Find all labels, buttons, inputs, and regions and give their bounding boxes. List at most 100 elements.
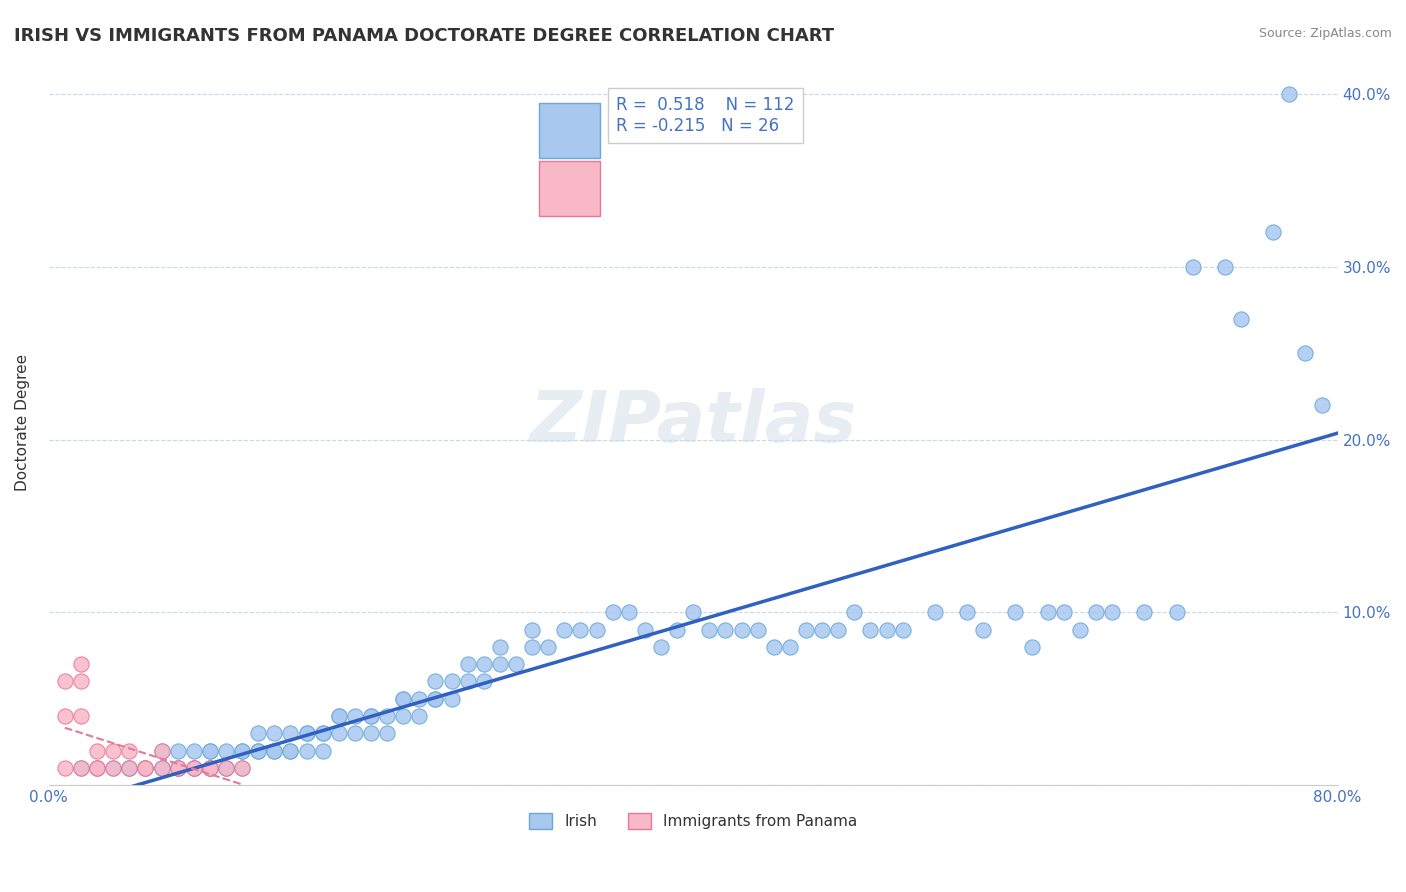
Irish xyxy=(650,640,672,654)
Irish xyxy=(697,623,720,637)
Irish xyxy=(375,709,398,723)
Immigrants from Panama xyxy=(166,761,188,775)
Immigrants from Panama xyxy=(53,761,76,775)
Irish xyxy=(198,761,221,775)
Irish xyxy=(714,623,737,637)
Irish xyxy=(215,761,238,775)
Irish xyxy=(891,623,914,637)
Irish xyxy=(505,657,527,672)
Irish xyxy=(198,743,221,757)
Irish xyxy=(730,623,752,637)
Irish xyxy=(1101,605,1123,619)
Immigrants from Panama xyxy=(150,761,173,775)
Irish xyxy=(86,761,108,775)
Immigrants from Panama xyxy=(70,674,93,689)
Irish xyxy=(1181,260,1204,274)
Irish xyxy=(602,605,624,619)
Irish xyxy=(408,709,430,723)
Immigrants from Panama xyxy=(118,761,141,775)
Irish xyxy=(1036,605,1059,619)
Irish xyxy=(311,726,333,740)
Irish xyxy=(425,691,447,706)
Irish xyxy=(1213,260,1236,274)
Immigrants from Panama xyxy=(103,761,125,775)
Irish xyxy=(794,623,817,637)
Text: R =  0.518    N = 112
R = -0.215   N = 26: R = 0.518 N = 112 R = -0.215 N = 26 xyxy=(616,95,794,135)
FancyBboxPatch shape xyxy=(538,161,600,216)
Text: ZIPatlas: ZIPatlas xyxy=(530,388,856,457)
Irish xyxy=(215,743,238,757)
Irish xyxy=(1084,605,1107,619)
Immigrants from Panama xyxy=(183,761,205,775)
Irish xyxy=(360,726,382,740)
Irish xyxy=(343,709,366,723)
Irish xyxy=(520,623,543,637)
Irish xyxy=(247,743,270,757)
Irish xyxy=(1278,87,1301,102)
Irish xyxy=(489,657,512,672)
FancyBboxPatch shape xyxy=(538,103,600,158)
Irish xyxy=(1021,640,1043,654)
Immigrants from Panama xyxy=(53,709,76,723)
Irish xyxy=(682,605,704,619)
Irish xyxy=(457,674,479,689)
Irish xyxy=(1230,311,1253,326)
Irish xyxy=(166,761,188,775)
Irish xyxy=(425,691,447,706)
Immigrants from Panama xyxy=(118,743,141,757)
Irish xyxy=(1166,605,1188,619)
Immigrants from Panama xyxy=(86,761,108,775)
Irish xyxy=(118,761,141,775)
Irish xyxy=(1053,605,1076,619)
Irish xyxy=(859,623,882,637)
Irish xyxy=(666,623,689,637)
Legend: Irish, Immigrants from Panama: Irish, Immigrants from Panama xyxy=(523,807,863,836)
Irish xyxy=(520,640,543,654)
Irish xyxy=(231,743,253,757)
Irish xyxy=(1004,605,1026,619)
Irish xyxy=(1263,225,1285,239)
Immigrants from Panama xyxy=(86,761,108,775)
Irish xyxy=(425,674,447,689)
Irish xyxy=(280,726,302,740)
Irish xyxy=(280,743,302,757)
Text: IRISH VS IMMIGRANTS FROM PANAMA DOCTORATE DEGREE CORRELATION CHART: IRISH VS IMMIGRANTS FROM PANAMA DOCTORAT… xyxy=(14,27,834,45)
Immigrants from Panama xyxy=(166,761,188,775)
Irish xyxy=(762,640,785,654)
Irish xyxy=(472,657,495,672)
Irish xyxy=(585,623,607,637)
Irish xyxy=(440,691,463,706)
Irish xyxy=(392,691,415,706)
Irish xyxy=(811,623,834,637)
Immigrants from Panama xyxy=(70,761,93,775)
Irish xyxy=(198,761,221,775)
Immigrants from Panama xyxy=(70,709,93,723)
Irish xyxy=(472,674,495,689)
Irish xyxy=(634,623,657,637)
Irish xyxy=(360,709,382,723)
Irish xyxy=(263,743,285,757)
Irish xyxy=(183,761,205,775)
Irish xyxy=(956,605,979,619)
Irish xyxy=(1069,623,1091,637)
Irish xyxy=(166,743,188,757)
Immigrants from Panama xyxy=(198,761,221,775)
Immigrants from Panama xyxy=(86,743,108,757)
Immigrants from Panama xyxy=(183,761,205,775)
Irish xyxy=(343,726,366,740)
Irish xyxy=(375,726,398,740)
Irish xyxy=(779,640,801,654)
Irish xyxy=(1294,346,1316,360)
Irish xyxy=(569,623,592,637)
Irish xyxy=(247,743,270,757)
Irish xyxy=(924,605,946,619)
Immigrants from Panama xyxy=(53,674,76,689)
Irish xyxy=(392,709,415,723)
Irish xyxy=(553,623,575,637)
Irish xyxy=(360,709,382,723)
Immigrants from Panama xyxy=(134,761,156,775)
Irish xyxy=(183,761,205,775)
Irish xyxy=(134,761,156,775)
Irish xyxy=(1310,398,1333,412)
Text: Source: ZipAtlas.com: Source: ZipAtlas.com xyxy=(1258,27,1392,40)
